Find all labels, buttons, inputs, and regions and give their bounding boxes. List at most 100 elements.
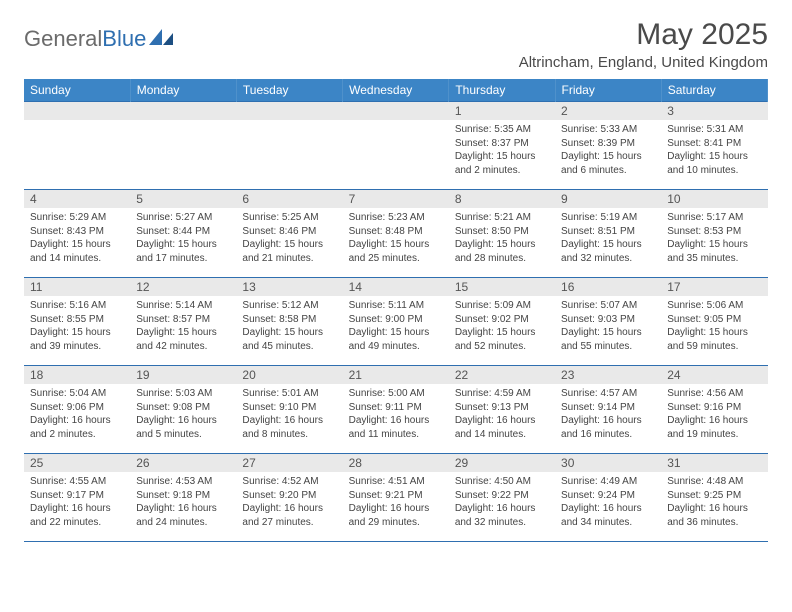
day-data: Sunrise: 5:21 AMSunset: 8:50 PMDaylight:… xyxy=(449,208,555,269)
day-data: Sunrise: 5:07 AMSunset: 9:03 PMDaylight:… xyxy=(555,296,661,357)
day-cell: 8Sunrise: 5:21 AMSunset: 8:50 PMDaylight… xyxy=(449,190,555,278)
logo-text-blue: Blue xyxy=(102,26,146,52)
day-cell: 19Sunrise: 5:03 AMSunset: 9:08 PMDayligh… xyxy=(130,366,236,454)
day-data xyxy=(24,120,130,170)
day-cell: 21Sunrise: 5:00 AMSunset: 9:11 PMDayligh… xyxy=(343,366,449,454)
day-cell: 11Sunrise: 5:16 AMSunset: 8:55 PMDayligh… xyxy=(24,278,130,366)
day-data: Sunrise: 4:48 AMSunset: 9:25 PMDaylight:… xyxy=(661,472,767,533)
day-cell: 12Sunrise: 5:14 AMSunset: 8:57 PMDayligh… xyxy=(130,278,236,366)
day-number: 14 xyxy=(343,278,449,296)
day-number: 15 xyxy=(449,278,555,296)
day-cell: 9Sunrise: 5:19 AMSunset: 8:51 PMDaylight… xyxy=(555,190,661,278)
day-number: 4 xyxy=(24,190,130,208)
day-data: Sunrise: 4:49 AMSunset: 9:24 PMDaylight:… xyxy=(555,472,661,533)
title-block: May 2025 Altrincham, England, United Kin… xyxy=(519,18,768,71)
day-data: Sunrise: 5:03 AMSunset: 9:08 PMDaylight:… xyxy=(130,384,236,445)
day-cell: 6Sunrise: 5:25 AMSunset: 8:46 PMDaylight… xyxy=(236,190,342,278)
col-head-wednesday: Wednesday xyxy=(343,79,449,102)
day-cell: 24Sunrise: 4:56 AMSunset: 9:16 PMDayligh… xyxy=(661,366,767,454)
day-number: 20 xyxy=(236,366,342,384)
header: GeneralBlue May 2025 Altrincham, England… xyxy=(24,18,768,71)
day-cell xyxy=(24,102,130,190)
day-cell: 29Sunrise: 4:50 AMSunset: 9:22 PMDayligh… xyxy=(449,454,555,542)
week-row: 25Sunrise: 4:55 AMSunset: 9:17 PMDayligh… xyxy=(24,454,768,542)
col-head-thursday: Thursday xyxy=(449,79,555,102)
day-data: Sunrise: 5:04 AMSunset: 9:06 PMDaylight:… xyxy=(24,384,130,445)
day-data: Sunrise: 5:09 AMSunset: 9:02 PMDaylight:… xyxy=(449,296,555,357)
day-cell: 16Sunrise: 5:07 AMSunset: 9:03 PMDayligh… xyxy=(555,278,661,366)
day-cell: 1Sunrise: 5:35 AMSunset: 8:37 PMDaylight… xyxy=(449,102,555,190)
day-data: Sunrise: 5:17 AMSunset: 8:53 PMDaylight:… xyxy=(661,208,767,269)
day-data: Sunrise: 5:16 AMSunset: 8:55 PMDaylight:… xyxy=(24,296,130,357)
day-number: 19 xyxy=(130,366,236,384)
day-number: 23 xyxy=(555,366,661,384)
day-data xyxy=(343,120,449,170)
day-cell: 4Sunrise: 5:29 AMSunset: 8:43 PMDaylight… xyxy=(24,190,130,278)
day-number: 5 xyxy=(130,190,236,208)
day-number: 22 xyxy=(449,366,555,384)
day-cell: 25Sunrise: 4:55 AMSunset: 9:17 PMDayligh… xyxy=(24,454,130,542)
day-data: Sunrise: 4:56 AMSunset: 9:16 PMDaylight:… xyxy=(661,384,767,445)
day-number: 21 xyxy=(343,366,449,384)
day-cell: 2Sunrise: 5:33 AMSunset: 8:39 PMDaylight… xyxy=(555,102,661,190)
day-number: 2 xyxy=(555,102,661,120)
day-data: Sunrise: 4:53 AMSunset: 9:18 PMDaylight:… xyxy=(130,472,236,533)
day-number: 7 xyxy=(343,190,449,208)
day-cell: 31Sunrise: 4:48 AMSunset: 9:25 PMDayligh… xyxy=(661,454,767,542)
day-data: Sunrise: 5:11 AMSunset: 9:00 PMDaylight:… xyxy=(343,296,449,357)
day-cell: 14Sunrise: 5:11 AMSunset: 9:00 PMDayligh… xyxy=(343,278,449,366)
day-cell: 22Sunrise: 4:59 AMSunset: 9:13 PMDayligh… xyxy=(449,366,555,454)
day-data: Sunrise: 4:55 AMSunset: 9:17 PMDaylight:… xyxy=(24,472,130,533)
week-row: 1Sunrise: 5:35 AMSunset: 8:37 PMDaylight… xyxy=(24,102,768,190)
day-data: Sunrise: 4:51 AMSunset: 9:21 PMDaylight:… xyxy=(343,472,449,533)
month-title: May 2025 xyxy=(519,18,768,52)
logo: GeneralBlue xyxy=(24,18,175,52)
day-number xyxy=(343,102,449,120)
day-number: 28 xyxy=(343,454,449,472)
day-data: Sunrise: 5:29 AMSunset: 8:43 PMDaylight:… xyxy=(24,208,130,269)
day-cell xyxy=(343,102,449,190)
day-data: Sunrise: 5:01 AMSunset: 9:10 PMDaylight:… xyxy=(236,384,342,445)
day-cell: 17Sunrise: 5:06 AMSunset: 9:05 PMDayligh… xyxy=(661,278,767,366)
day-data: Sunrise: 5:33 AMSunset: 8:39 PMDaylight:… xyxy=(555,120,661,181)
day-data: Sunrise: 5:27 AMSunset: 8:44 PMDaylight:… xyxy=(130,208,236,269)
day-number: 31 xyxy=(661,454,767,472)
day-number: 29 xyxy=(449,454,555,472)
day-number: 1 xyxy=(449,102,555,120)
calendar-head: SundayMondayTuesdayWednesdayThursdayFrid… xyxy=(24,79,768,102)
day-cell: 26Sunrise: 4:53 AMSunset: 9:18 PMDayligh… xyxy=(130,454,236,542)
day-number: 12 xyxy=(130,278,236,296)
day-data: Sunrise: 5:19 AMSunset: 8:51 PMDaylight:… xyxy=(555,208,661,269)
day-number: 25 xyxy=(24,454,130,472)
day-number: 6 xyxy=(236,190,342,208)
day-cell: 7Sunrise: 5:23 AMSunset: 8:48 PMDaylight… xyxy=(343,190,449,278)
day-cell: 13Sunrise: 5:12 AMSunset: 8:58 PMDayligh… xyxy=(236,278,342,366)
day-number: 13 xyxy=(236,278,342,296)
day-number xyxy=(130,102,236,120)
day-number: 26 xyxy=(130,454,236,472)
day-number xyxy=(24,102,130,120)
day-cell: 20Sunrise: 5:01 AMSunset: 9:10 PMDayligh… xyxy=(236,366,342,454)
day-cell: 23Sunrise: 4:57 AMSunset: 9:14 PMDayligh… xyxy=(555,366,661,454)
day-data: Sunrise: 5:25 AMSunset: 8:46 PMDaylight:… xyxy=(236,208,342,269)
calendar-body: 1Sunrise: 5:35 AMSunset: 8:37 PMDaylight… xyxy=(24,102,768,542)
day-data: Sunrise: 4:57 AMSunset: 9:14 PMDaylight:… xyxy=(555,384,661,445)
day-number: 30 xyxy=(555,454,661,472)
day-number: 3 xyxy=(661,102,767,120)
day-number: 9 xyxy=(555,190,661,208)
logo-text-general: General xyxy=(24,26,102,52)
day-cell xyxy=(236,102,342,190)
calendar-table: SundayMondayTuesdayWednesdayThursdayFrid… xyxy=(24,79,768,542)
col-head-tuesday: Tuesday xyxy=(236,79,342,102)
day-cell xyxy=(130,102,236,190)
day-cell: 10Sunrise: 5:17 AMSunset: 8:53 PMDayligh… xyxy=(661,190,767,278)
day-data xyxy=(130,120,236,170)
day-number: 16 xyxy=(555,278,661,296)
day-number: 17 xyxy=(661,278,767,296)
day-data: Sunrise: 4:50 AMSunset: 9:22 PMDaylight:… xyxy=(449,472,555,533)
day-number: 18 xyxy=(24,366,130,384)
day-data xyxy=(236,120,342,170)
col-head-friday: Friday xyxy=(555,79,661,102)
location: Altrincham, England, United Kingdom xyxy=(519,54,768,71)
day-cell: 18Sunrise: 5:04 AMSunset: 9:06 PMDayligh… xyxy=(24,366,130,454)
